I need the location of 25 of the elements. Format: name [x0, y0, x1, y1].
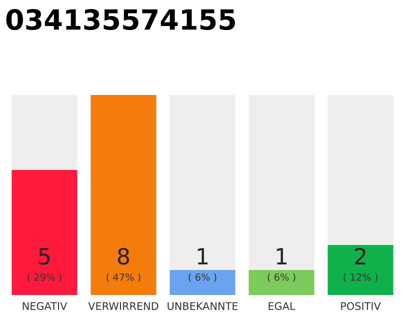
x-tick-label: UNBEKANNTE [168, 302, 238, 310]
annotation: ( 6% ) [268, 273, 296, 282]
bar [248, 270, 314, 295]
x-tick-label: EGAL [268, 302, 296, 310]
bar [248, 95, 314, 270]
bar [170, 270, 236, 295]
bar [12, 95, 78, 170]
x-tick-label: NEGATIV [22, 302, 68, 310]
annotation: ( 6% ) [188, 273, 216, 282]
bar [170, 95, 236, 270]
data-label: 2 [355, 248, 366, 264]
chart-title: 034135574155 [6, 9, 235, 30]
annotation: ( 12% ) [344, 273, 378, 282]
x-tick-label: VERWIRREND [88, 302, 158, 310]
bar [90, 95, 156, 295]
data-label: 5 [39, 248, 50, 265]
data-label: 1 [276, 248, 287, 264]
bar [328, 245, 394, 295]
data-label: 8 [118, 248, 130, 265]
bar [328, 95, 394, 245]
bar [12, 170, 78, 295]
annotation: ( 47% ) [106, 273, 140, 282]
data-label: 1 [198, 248, 208, 264]
annotation: ( 29% ) [28, 273, 62, 282]
x-tick-label: POSITIV [341, 302, 381, 310]
